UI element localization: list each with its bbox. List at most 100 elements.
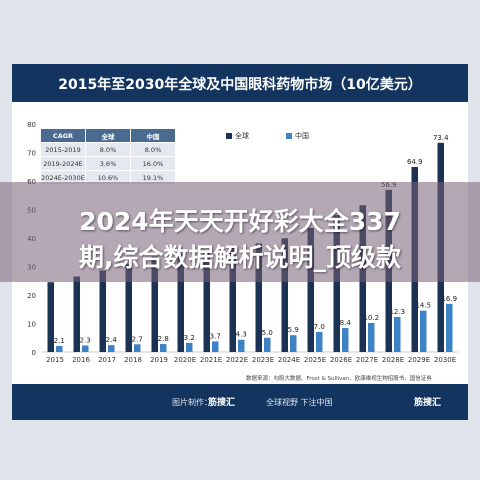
cagr-header-cell: 全球 (85, 128, 131, 143)
overlay-line-1: 2024年天天开好彩大全337 (79, 207, 401, 236)
bar-global (333, 215, 340, 352)
data-label-china: 2.7 (132, 335, 143, 343)
cagr-cell: 10.6% (85, 170, 131, 185)
data-label-china: 5.9 (288, 326, 299, 334)
data-label-china: 3.2 (184, 334, 195, 342)
x-tick-label: 2023E (252, 356, 274, 364)
bar-china (446, 303, 453, 352)
legend-label-global: 全球 (235, 132, 249, 140)
footer-logo-right: 筋搜汇 (414, 398, 442, 408)
data-label-global: 64.9 (407, 158, 423, 166)
cagr-cell: 8.0% (85, 142, 131, 157)
title-bar: 2015年至2030年全球及中国眼科药物市场（10亿美元） (12, 64, 468, 102)
cagr-cell: 19.1% (130, 170, 176, 185)
bar-china (394, 316, 401, 352)
footer-pic-label: 图片制作： (172, 398, 212, 407)
source-note: 数据来源：勾股大数据、Frost & Sullivan、欧康维视生物招股书、国信… (246, 376, 432, 382)
y-tick-label: 70 (27, 150, 36, 158)
legend-label-china: 中国 (295, 132, 309, 140)
data-label-global: 73.4 (433, 134, 449, 142)
data-label-china: 10.2 (363, 314, 379, 322)
overlay-line-2: 期,综合数据解析说明_顶级款 (79, 243, 401, 272)
bar-china (186, 342, 193, 352)
x-tick-label: 2028E (382, 356, 404, 364)
bar-global (255, 243, 262, 352)
cagr-cell: 2024E-2030E (40, 170, 86, 185)
data-label-china: 2.1 (54, 337, 65, 345)
data-label-china: 12.3 (389, 308, 405, 316)
headline-overlay: 2024年天天开好彩大全337 期,综合数据解析说明_顶级款 (0, 182, 480, 282)
bar-china (56, 346, 63, 352)
y-tick-label: 20 (27, 292, 36, 300)
bar-global (177, 253, 184, 352)
data-label-china: 16.9 (441, 295, 457, 303)
x-tick-label: 2029E (408, 356, 430, 364)
cagr-cell: 3.6% (85, 156, 131, 171)
bar-global (99, 270, 106, 352)
footer-bar: 图片制作： 筋搜汇 全球视野 下注中国 筋搜汇 (12, 384, 468, 420)
y-tick-label: 10 (27, 321, 36, 329)
cagr-table: CAGR 全球 中国 2015-2019 8.0% 8.0% 2019-2024… (40, 128, 176, 185)
cagr-header-cell: CAGR (40, 128, 86, 143)
x-tick-label: 2015 (46, 356, 64, 364)
bar-global (151, 256, 158, 352)
legend-swatch-china (286, 133, 292, 139)
data-label-china: 2.4 (106, 336, 118, 344)
cagr-row: 2019-2024E 3.6% 16.0% (40, 156, 176, 171)
cagr-cell: 2019-2024E (40, 156, 86, 171)
bar-china (316, 332, 323, 352)
bar-china (264, 337, 271, 352)
x-tick-label: 2021E (200, 356, 222, 364)
footer-tagline: 全球视野 下注中国 (266, 398, 333, 407)
data-label-china: 8.4 (340, 319, 352, 327)
x-tick-label: 2018 (124, 356, 142, 364)
bar-global (73, 276, 80, 352)
bar-china (212, 341, 219, 352)
data-label-china: 2.8 (158, 335, 169, 343)
y-tick-label: 0 (32, 349, 36, 357)
cagr-row: 2024E-2030E 10.6% 19.1% (40, 170, 176, 185)
data-label-china: 3.7 (210, 332, 221, 340)
x-tick-label: 2017 (98, 356, 116, 364)
cagr-cell: 2015-2019 (40, 142, 86, 157)
cagr-header-row: CAGR 全球 中国 (40, 128, 176, 143)
cagr-row: 2015-2019 8.0% 8.0% (40, 142, 176, 157)
data-label-china: 14.5 (415, 302, 431, 310)
y-tick-label: 80 (27, 121, 36, 129)
x-tick-label: 2016 (72, 356, 90, 364)
bar-china (160, 344, 167, 352)
x-tick-label: 2030E (434, 356, 456, 364)
bar-china (108, 345, 115, 352)
chart-title: 2015年至2030年全球及中国眼科药物市场（10亿美元） (58, 77, 422, 93)
bar-global (47, 282, 54, 352)
x-tick-label: 2022E (226, 356, 248, 364)
data-label-china: 4.3 (236, 331, 247, 339)
x-tick-label: 2020E (174, 356, 196, 364)
bar-china (342, 328, 349, 352)
data-label-china: 2.3 (80, 336, 91, 344)
legend-item-china: 中国 (286, 131, 309, 141)
data-label-china: 7.0 (314, 323, 325, 331)
legend-item-global: 全球 (226, 131, 249, 141)
bar-global (307, 228, 314, 352)
cagr-header-cell: 中国 (130, 128, 176, 143)
cagr-cell: 16.0% (130, 156, 176, 171)
bar-global (125, 264, 132, 352)
bar-china (238, 339, 245, 352)
data-label-china: 5.0 (262, 329, 273, 337)
footer-logo-left: 筋搜汇 (208, 398, 236, 408)
bar-china (420, 310, 427, 352)
x-tick-label: 2027E (356, 356, 378, 364)
bar-global (229, 247, 236, 352)
x-tick-label: 2019 (150, 356, 168, 364)
bar-china (368, 322, 375, 352)
cagr-cell: 8.0% (130, 142, 176, 157)
bar-china (134, 344, 141, 352)
bar-global (281, 238, 288, 352)
bar-china (82, 345, 89, 352)
x-tick-label: 2026E (330, 356, 352, 364)
bar-global (203, 251, 210, 352)
legend-swatch-global (226, 133, 232, 139)
bar-china (290, 335, 297, 352)
x-tick-label: 2024E (278, 356, 300, 364)
